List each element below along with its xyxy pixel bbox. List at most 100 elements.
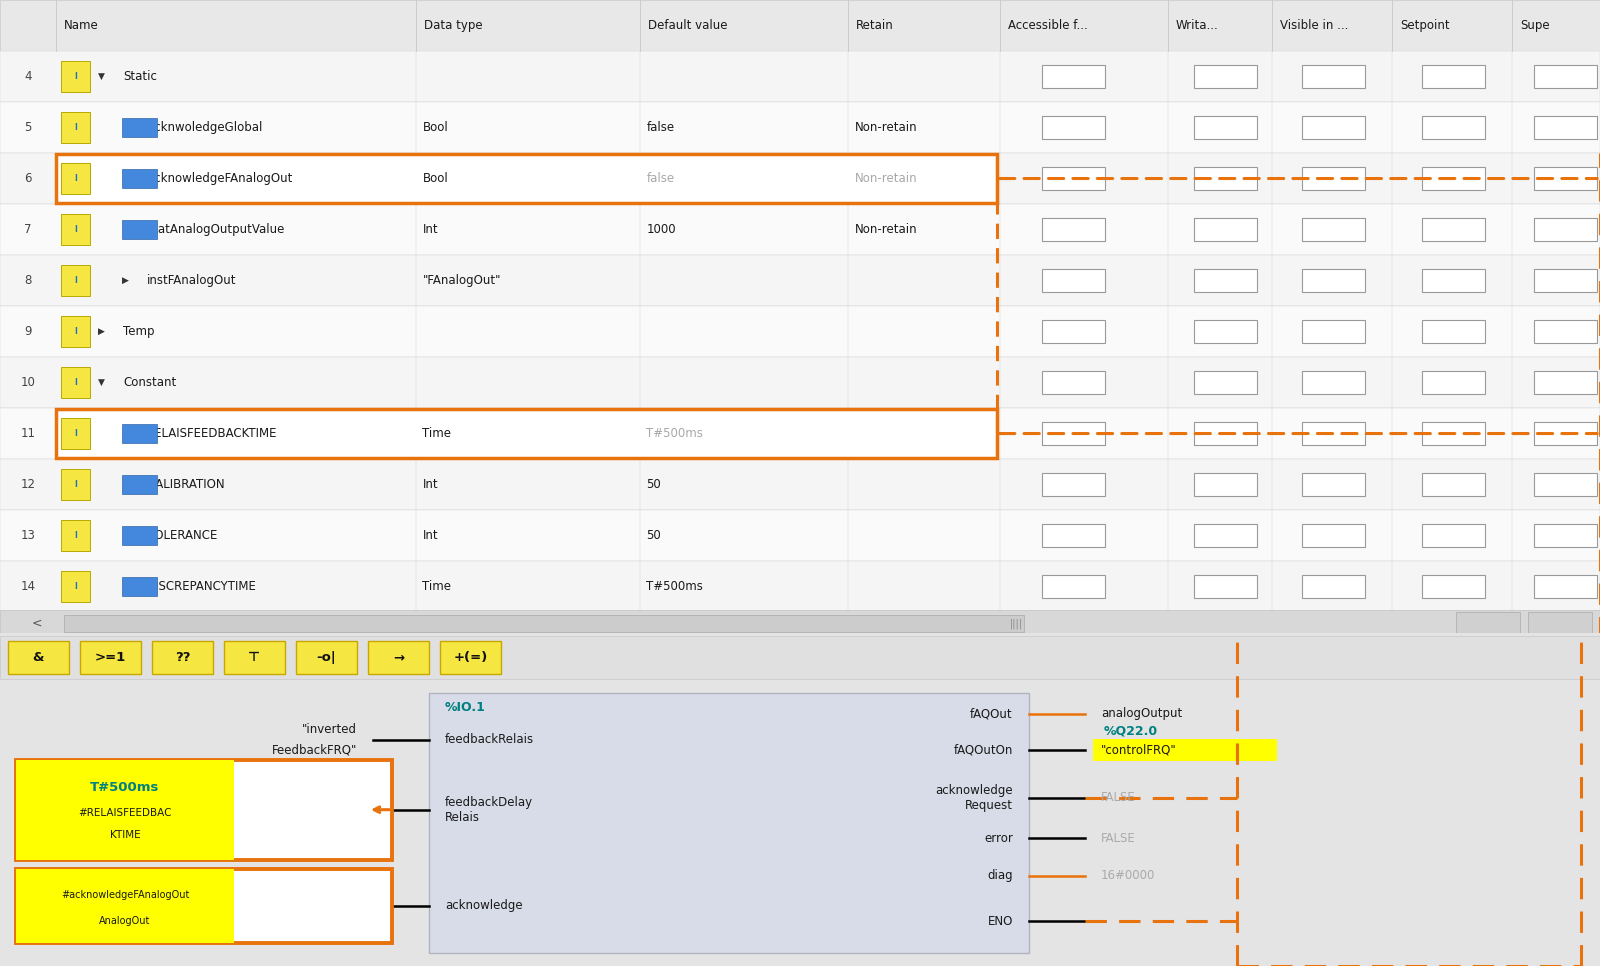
Bar bbox=[16, 759, 392, 860]
Bar bbox=[1422, 473, 1485, 496]
Text: AnalogOut: AnalogOut bbox=[99, 916, 150, 925]
Bar bbox=[16, 759, 234, 860]
Text: Data type: Data type bbox=[424, 19, 483, 32]
Bar bbox=[1194, 575, 1258, 598]
Text: 13: 13 bbox=[21, 529, 35, 542]
Text: ??: ?? bbox=[174, 651, 190, 665]
Text: acknowledge: acknowledge bbox=[445, 899, 523, 912]
Text: Writa...: Writa... bbox=[1176, 19, 1219, 32]
Bar bbox=[1194, 65, 1258, 88]
Text: Non-retain: Non-retain bbox=[854, 223, 917, 236]
Text: fAQOut: fAQOut bbox=[970, 707, 1013, 720]
Bar bbox=[1302, 270, 1365, 292]
Bar bbox=[56, 410, 997, 458]
Bar bbox=[1422, 270, 1485, 292]
Text: Accessible f...: Accessible f... bbox=[1008, 19, 1088, 32]
Text: acknowledgeFAnalogOut: acknowledgeFAnalogOut bbox=[147, 172, 293, 185]
Text: I: I bbox=[74, 225, 77, 234]
Bar bbox=[1194, 218, 1258, 241]
Text: acknowledge
Request: acknowledge Request bbox=[934, 784, 1013, 812]
Text: 50: 50 bbox=[646, 529, 661, 542]
Bar bbox=[0, 0, 1600, 51]
Text: &: & bbox=[32, 651, 45, 665]
Text: fAQOutOn: fAQOutOn bbox=[954, 744, 1013, 756]
Text: 12: 12 bbox=[21, 478, 35, 491]
Bar bbox=[1093, 739, 1277, 761]
Bar bbox=[152, 641, 213, 674]
Bar bbox=[122, 424, 157, 442]
Text: acknwoledgeGlobal: acknwoledgeGlobal bbox=[147, 121, 262, 134]
Bar bbox=[1422, 525, 1485, 547]
Bar bbox=[0, 636, 1600, 679]
Text: 16#0000: 16#0000 bbox=[1101, 869, 1155, 883]
Bar bbox=[0, 561, 1600, 612]
Text: ⊤: ⊤ bbox=[248, 651, 261, 665]
Bar bbox=[1302, 320, 1365, 343]
Bar bbox=[0, 306, 1600, 357]
Bar bbox=[0, 459, 1600, 510]
Text: ||||: |||| bbox=[1010, 618, 1022, 629]
Text: I: I bbox=[74, 276, 77, 285]
Bar bbox=[0, 510, 1600, 561]
Text: DISCREPANCYTIME: DISCREPANCYTIME bbox=[147, 580, 258, 593]
Bar bbox=[61, 418, 90, 449]
Text: 11: 11 bbox=[21, 427, 35, 440]
Bar bbox=[1302, 525, 1365, 547]
Text: Bool: Bool bbox=[422, 172, 448, 185]
Text: Default value: Default value bbox=[648, 19, 728, 32]
Text: I: I bbox=[74, 429, 77, 438]
Bar bbox=[1042, 473, 1106, 496]
Text: T#500ms: T#500ms bbox=[646, 580, 704, 593]
Text: I: I bbox=[74, 123, 77, 132]
Text: 10: 10 bbox=[21, 376, 35, 389]
Bar bbox=[1042, 116, 1106, 139]
Bar bbox=[1194, 371, 1258, 394]
Text: Int: Int bbox=[422, 223, 438, 236]
Text: >=1: >=1 bbox=[94, 651, 126, 665]
Text: →: → bbox=[394, 651, 403, 665]
Bar bbox=[61, 61, 90, 92]
Text: #acknowledgeFAnalogOut: #acknowledgeFAnalogOut bbox=[61, 890, 189, 900]
Text: instFAnalogOut: instFAnalogOut bbox=[147, 274, 237, 287]
Text: Constant: Constant bbox=[123, 376, 176, 389]
Text: Setpoint: Setpoint bbox=[1400, 19, 1450, 32]
Text: ▶: ▶ bbox=[122, 276, 128, 285]
Bar bbox=[1302, 65, 1365, 88]
Text: 14: 14 bbox=[21, 580, 35, 593]
Bar bbox=[429, 693, 1029, 952]
Bar bbox=[1422, 422, 1485, 445]
Bar bbox=[1194, 422, 1258, 445]
Text: ENO: ENO bbox=[987, 915, 1013, 928]
Text: I: I bbox=[74, 174, 77, 183]
Bar bbox=[1534, 371, 1597, 394]
Bar bbox=[1422, 371, 1485, 394]
Bar bbox=[61, 469, 90, 499]
Bar bbox=[1422, 218, 1485, 241]
Bar bbox=[122, 220, 157, 239]
Bar bbox=[1534, 218, 1597, 241]
Bar bbox=[61, 316, 90, 347]
Text: Visible in ...: Visible in ... bbox=[1280, 19, 1349, 32]
Text: "FAnalogOut": "FAnalogOut" bbox=[422, 274, 501, 287]
Bar bbox=[61, 214, 90, 244]
Text: 50: 50 bbox=[646, 478, 661, 491]
Text: Non-retain: Non-retain bbox=[854, 172, 917, 185]
Text: #RELAISFEEDBAC: #RELAISFEEDBAC bbox=[78, 808, 171, 817]
Text: T#500ms: T#500ms bbox=[90, 781, 160, 794]
Bar bbox=[1534, 116, 1597, 139]
Bar bbox=[1042, 218, 1106, 241]
Bar bbox=[1534, 270, 1597, 292]
Text: RELAISFEEDBACKTIME: RELAISFEEDBACKTIME bbox=[147, 427, 278, 440]
Bar bbox=[0, 102, 1600, 153]
Bar bbox=[0, 204, 1600, 255]
Bar bbox=[1302, 422, 1365, 445]
Text: I: I bbox=[74, 72, 77, 81]
Bar bbox=[61, 521, 90, 551]
Text: I: I bbox=[74, 378, 77, 387]
Text: <: < bbox=[32, 617, 43, 630]
Bar bbox=[122, 169, 157, 187]
Bar bbox=[122, 118, 157, 137]
Text: CALIBRATION: CALIBRATION bbox=[147, 478, 226, 491]
Bar bbox=[1422, 167, 1485, 190]
Bar bbox=[1194, 320, 1258, 343]
